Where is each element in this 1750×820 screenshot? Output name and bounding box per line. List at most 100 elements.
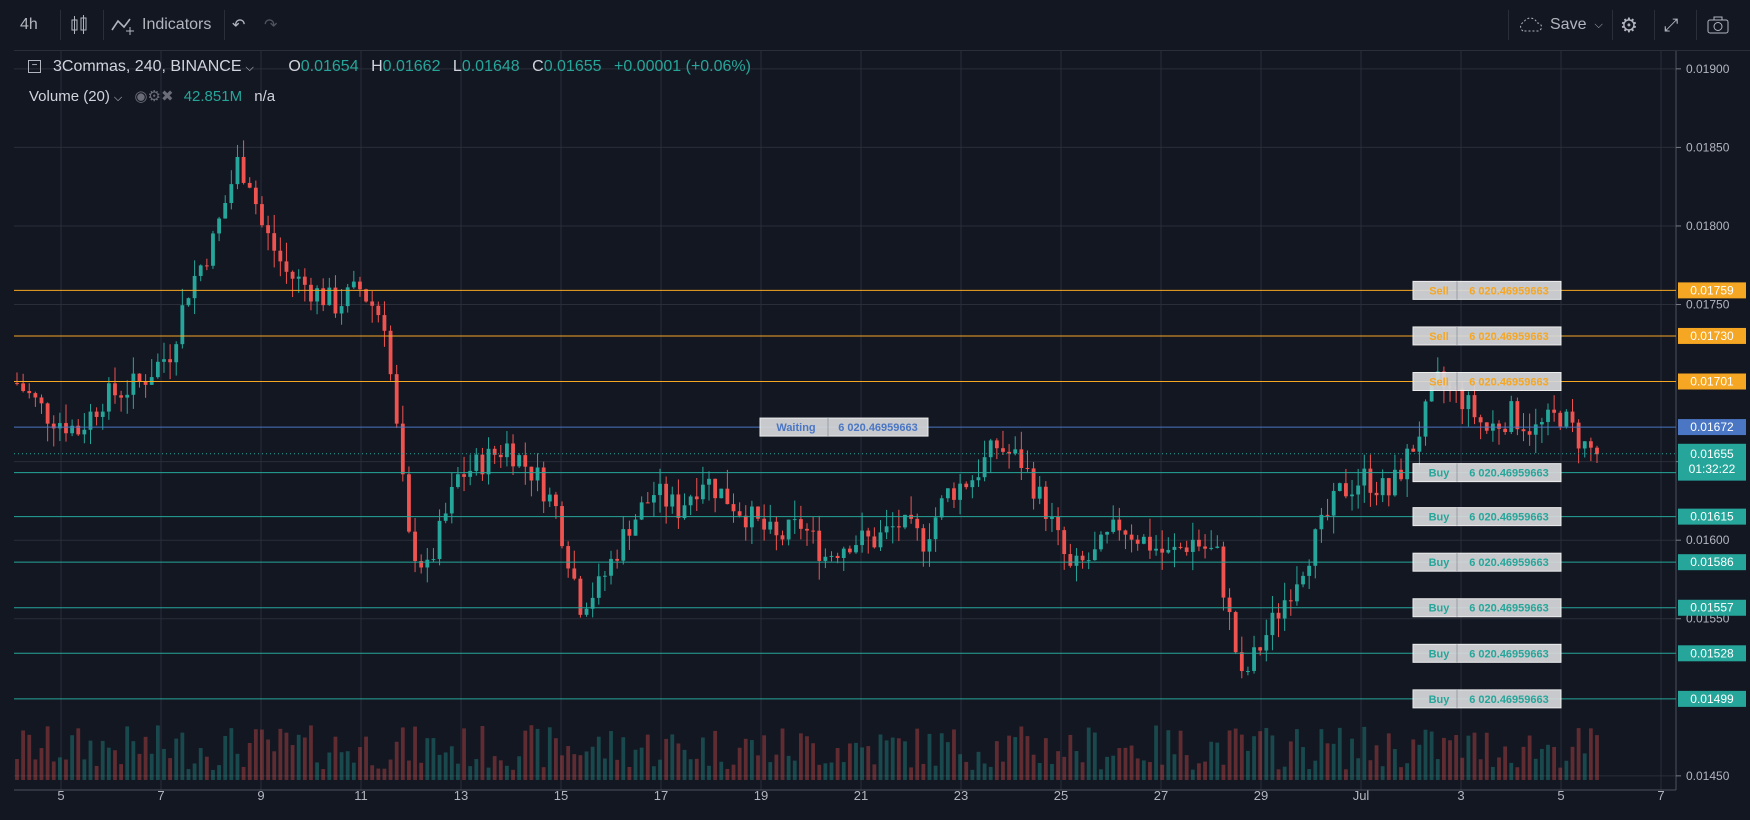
collapse-icon[interactable]: −: [28, 60, 41, 74]
candle: [1215, 535, 1220, 549]
volume-bar: [57, 757, 62, 780]
redo-icon[interactable]: ↷: [264, 17, 278, 34]
volume-bar: [762, 735, 767, 780]
volume-bar: [719, 761, 724, 780]
volume-bar: [119, 764, 124, 780]
volume-bar: [590, 746, 595, 780]
volume-bar: [1399, 767, 1403, 780]
candle: [1270, 596, 1275, 651]
order-waiting: Waiting 6 020.46959663: [14, 417, 1676, 437]
volume-chevron-icon[interactable]: ⌵: [113, 92, 123, 104]
volume-bar: [1190, 769, 1195, 780]
volume-bar: [174, 738, 179, 780]
volume-bar: [82, 759, 87, 780]
volume-bar: [1037, 762, 1042, 780]
candle: [180, 288, 185, 349]
volume-bar: [1484, 732, 1489, 780]
candle: [903, 514, 907, 530]
volume-bar: [786, 755, 791, 780]
candle: [731, 493, 736, 523]
chevron-down-icon[interactable]: ⌵: [1594, 18, 1603, 31]
symbol-title[interactable]: 3Commas, 240, BINANCE: [53, 58, 242, 75]
interval-button[interactable]: 4h: [20, 0, 56, 50]
low-label: L: [452, 58, 462, 75]
candle: [394, 364, 399, 428]
volume-settings-icon[interactable]: ⚙: [147, 88, 161, 105]
volume-bar: [1086, 727, 1091, 780]
candle: [1074, 548, 1079, 582]
volume-bar: [70, 735, 75, 780]
candle: [786, 519, 791, 546]
camera-icon[interactable]: [1706, 0, 1736, 50]
save-button[interactable]: Save ⌵: [1516, 0, 1608, 50]
undo-icon[interactable]: ↶: [232, 17, 246, 34]
fullscreen-icon[interactable]: ⤢: [1664, 14, 1679, 35]
order-side: Buy: [1429, 694, 1451, 706]
volume-bar: [903, 741, 907, 780]
indicators-button[interactable]: Indicators: [110, 0, 220, 50]
volume-bar: [486, 767, 491, 780]
candle: [1037, 476, 1042, 505]
volume-bar: [474, 759, 479, 780]
volume-bar: [39, 748, 44, 780]
order-label: Buy 6 020.46959663: [1412, 598, 1562, 618]
volume-bar: [1588, 728, 1593, 780]
candle: [1258, 646, 1263, 656]
candle: [1362, 454, 1367, 503]
candle: [541, 461, 546, 514]
settings-gear-icon[interactable]: ⚙: [1620, 14, 1638, 37]
candle: [131, 357, 136, 409]
order-label: Sell 6 020.46959663: [1412, 372, 1562, 392]
svg-text:0.01557: 0.01557: [1690, 601, 1734, 615]
volume-bar: [113, 750, 117, 780]
volume-bar: [523, 730, 528, 780]
volume-bar: [700, 737, 705, 780]
candle: [278, 237, 283, 277]
candle: [609, 550, 613, 585]
candle: [982, 440, 987, 482]
candle: [841, 546, 846, 571]
volume-close-icon[interactable]: ✖: [160, 88, 174, 105]
volume-bar: [1105, 756, 1109, 780]
volume-visibility-icon[interactable]: ◉: [134, 88, 148, 105]
candle-type-icon[interactable]: [68, 0, 96, 50]
candle: [774, 516, 779, 551]
volume-bar: [1184, 755, 1189, 780]
volume-bar: [1233, 728, 1238, 780]
volume-bar: [1533, 758, 1538, 780]
candle: [517, 453, 522, 469]
volume-bar: [1319, 729, 1324, 780]
candle: [21, 373, 26, 393]
volume-bar: [927, 733, 932, 780]
candle: [492, 445, 497, 464]
cloud-icon: [1520, 17, 1542, 32]
svg-text:0.01499: 0.01499: [1690, 692, 1734, 706]
order-side: Sell: [1429, 285, 1449, 297]
candle: [590, 582, 595, 618]
volume-bar: [1570, 746, 1575, 780]
symbol-chevron-icon[interactable]: ⌵: [245, 62, 254, 74]
volume-bar: [1007, 735, 1011, 780]
candle: [762, 504, 767, 541]
order-buy: Buy 6 020.46959663: [14, 507, 1676, 527]
candle: [113, 367, 117, 404]
candle: [1374, 481, 1379, 506]
candle: [933, 507, 938, 552]
candle: [1288, 589, 1293, 616]
x-tick-label: 21: [854, 788, 868, 803]
volume-bar: [823, 763, 828, 780]
order-label: Waiting 6 020.46959663: [759, 417, 929, 437]
volume-bar: [1129, 745, 1134, 780]
volume-bar: [603, 758, 607, 780]
volume-bar: [1148, 762, 1152, 780]
candle: [1007, 444, 1011, 469]
candle: [168, 344, 172, 380]
volume-bar: [498, 760, 503, 780]
candle: [1092, 531, 1097, 561]
volume-bar: [792, 760, 797, 780]
candle: [694, 477, 699, 511]
candle: [1344, 468, 1348, 499]
volume-bar: [1325, 743, 1330, 780]
volume-title[interactable]: Volume (20): [29, 88, 110, 105]
